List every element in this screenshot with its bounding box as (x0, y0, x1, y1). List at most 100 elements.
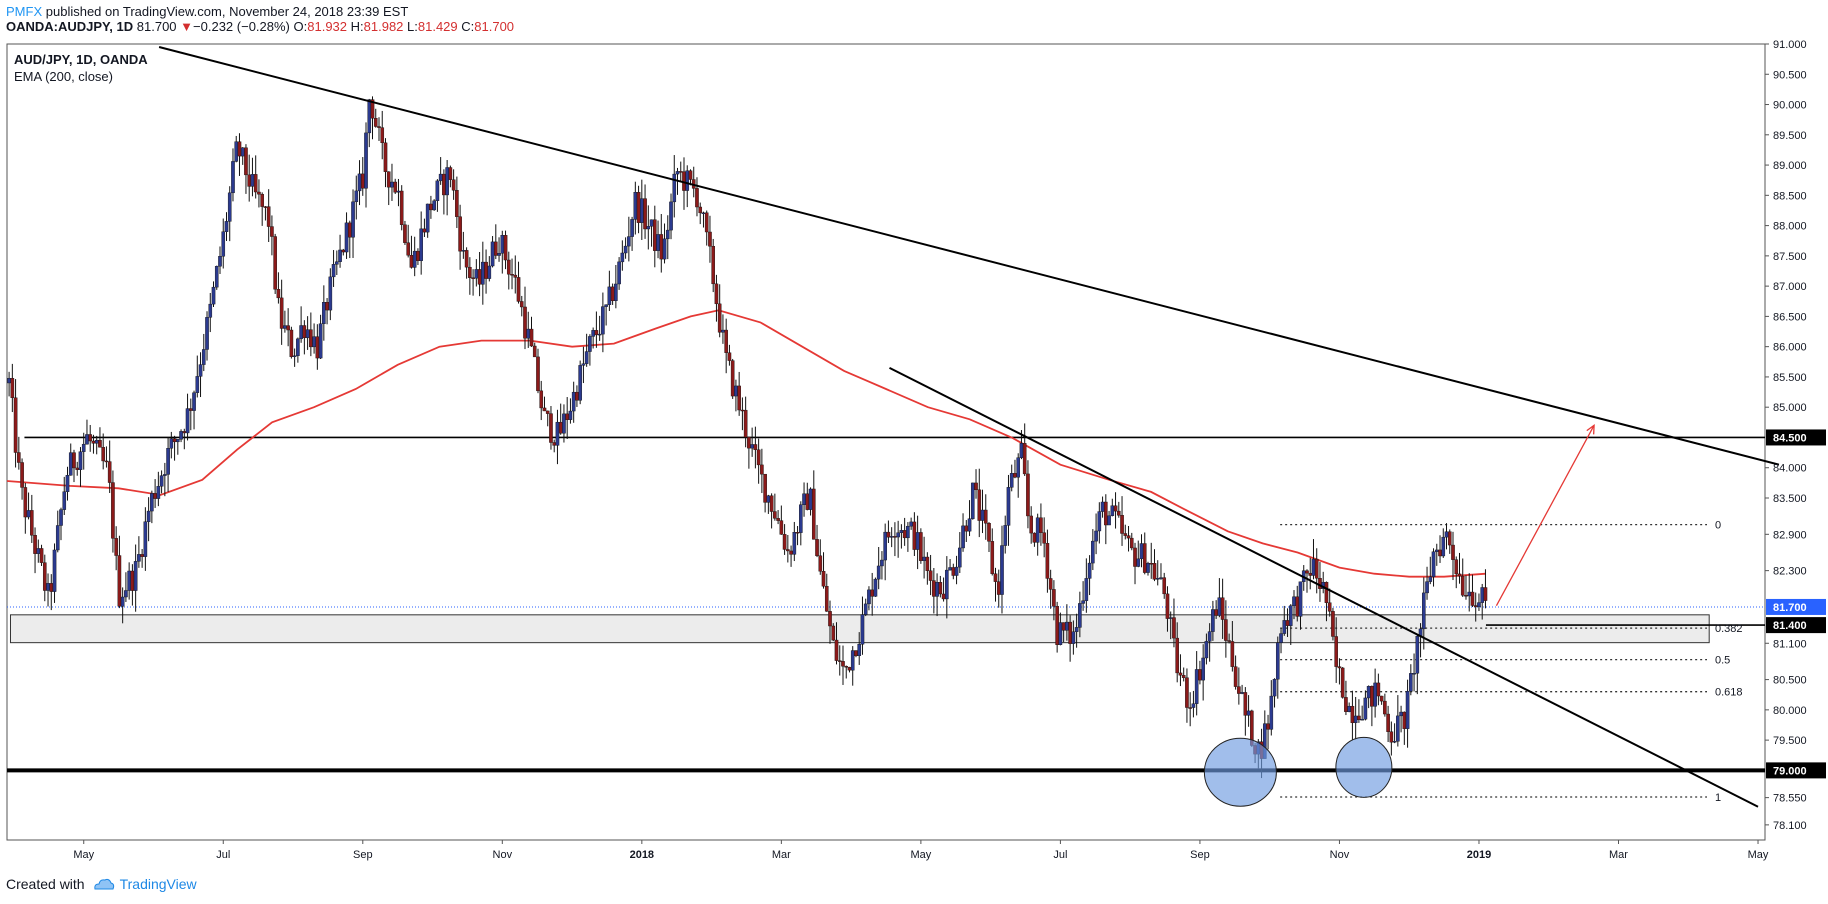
candle-body-13 (49, 583, 54, 592)
candle-body-354 (1155, 578, 1160, 580)
candle-body-109 (360, 173, 365, 189)
footer: Created with TradingView (6, 876, 197, 892)
candle-body-340 (1110, 505, 1115, 516)
candle-body-415 (1353, 715, 1358, 724)
candle-body-394 (1285, 620, 1290, 626)
candle-body-151 (497, 253, 501, 256)
candle-body-184 (604, 304, 608, 307)
x-tick-label-6: May (910, 849, 931, 861)
candle-body-117 (386, 171, 391, 188)
candle-body-279 (912, 521, 917, 550)
y-tick-label-8: 87.000 (1773, 281, 1807, 293)
candle-body-319 (1042, 532, 1046, 544)
candle-body-170 (558, 421, 563, 434)
candle-body-410 (1337, 666, 1342, 669)
candle-body-59 (198, 364, 203, 377)
candle-body-206 (675, 171, 680, 175)
candle-body-274 (896, 532, 900, 538)
candle-body-5 (23, 487, 28, 518)
candle-body-72 (240, 147, 245, 157)
candle-body-290 (948, 567, 952, 571)
indicator-legend[interactable]: EMA (200, close) (14, 69, 113, 84)
candle-body-282 (922, 556, 926, 561)
candle-body-161 (529, 328, 534, 347)
candle-body-45 (153, 493, 157, 499)
candle-body-315 (1029, 515, 1033, 534)
x-tick-label-1: Jul (216, 849, 230, 861)
candle-body-146 (481, 261, 485, 285)
tradingview-logo[interactable]: TradingView (93, 876, 197, 892)
candle-body-54 (182, 431, 187, 434)
candle-body-168 (552, 442, 557, 446)
level-badge-1-label: 79.000 (1773, 765, 1807, 777)
candle-body-212 (695, 188, 699, 208)
x-tick-label-9: Nov (1330, 849, 1350, 861)
price-change: −0.232 (−0.28%) (193, 19, 290, 34)
candle-body-400 (1305, 570, 1309, 574)
candle-body-88 (292, 355, 297, 357)
candle-body-370 (1207, 631, 1212, 642)
candle-body-430 (1402, 711, 1407, 729)
candle-body-55 (185, 408, 190, 434)
candle-body-391 (1275, 642, 1280, 680)
fib-label-1: 0.382 (1715, 623, 1743, 635)
current-price-badge-label: 81.700 (1773, 602, 1807, 614)
candle-body-154 (506, 259, 511, 275)
candle-body-57 (192, 392, 196, 411)
candle-body-198 (649, 219, 654, 227)
candle-body-348 (1136, 558, 1141, 567)
author-name[interactable]: PMFX (6, 4, 43, 19)
candle-body-326 (1065, 621, 1069, 631)
candle-body-98 (325, 302, 329, 311)
candle-body-4 (20, 462, 24, 488)
candle-body-233 (763, 473, 767, 503)
candle-body-47 (159, 475, 164, 487)
candle-body-375 (1224, 619, 1228, 641)
candle-body-70 (234, 141, 239, 162)
candle-body-28 (98, 439, 102, 448)
candle-body-186 (610, 286, 615, 301)
candle-body-91 (302, 325, 307, 339)
candle-body-96 (318, 323, 323, 359)
candle-body-83 (276, 289, 281, 299)
candle-body-333 (1087, 562, 1092, 579)
candle-body-453 (1477, 602, 1481, 608)
candle-body-218 (714, 283, 719, 305)
candle-body-39 (133, 561, 138, 591)
candle-body-74 (247, 174, 252, 187)
candle-body-84 (279, 297, 284, 329)
candle-body-294 (961, 525, 965, 549)
projection-arrow-line (1495, 425, 1595, 607)
candle-body-297 (970, 482, 975, 519)
candle-body-426 (1389, 731, 1394, 743)
y-tick-label-9: 86.500 (1773, 311, 1807, 323)
candle-body-305 (996, 581, 1001, 595)
candle-body-432 (1409, 673, 1413, 692)
candle-body-107 (354, 190, 359, 203)
candle-body-359 (1172, 617, 1176, 639)
candle-body-404 (1318, 578, 1322, 589)
candle-body-330 (1078, 603, 1082, 628)
candle-body-374 (1220, 597, 1225, 620)
candle-body-377 (1230, 641, 1235, 667)
candle-body-368 (1201, 657, 1205, 681)
candle-body-100 (331, 264, 336, 278)
candle-body-29 (101, 447, 105, 462)
double-bottom-circle-right (1335, 736, 1393, 798)
candle-body-397 (1295, 596, 1300, 617)
candle-body-304 (993, 573, 998, 582)
candle-body-38 (130, 570, 135, 591)
close-value: 81.700 (474, 19, 515, 34)
candle-body-155 (510, 274, 514, 276)
candle-body-428 (1396, 715, 1400, 742)
candle-body-259 (847, 666, 852, 671)
candle-body-0 (7, 378, 11, 384)
candle-body-451 (1470, 591, 1475, 606)
candle-body-285 (932, 580, 936, 597)
candle-body-221 (724, 329, 728, 353)
candle-body-425 (1386, 713, 1390, 732)
candle-body-7 (30, 510, 34, 536)
candle-body-213 (698, 206, 703, 214)
candle-body-19 (68, 452, 73, 476)
